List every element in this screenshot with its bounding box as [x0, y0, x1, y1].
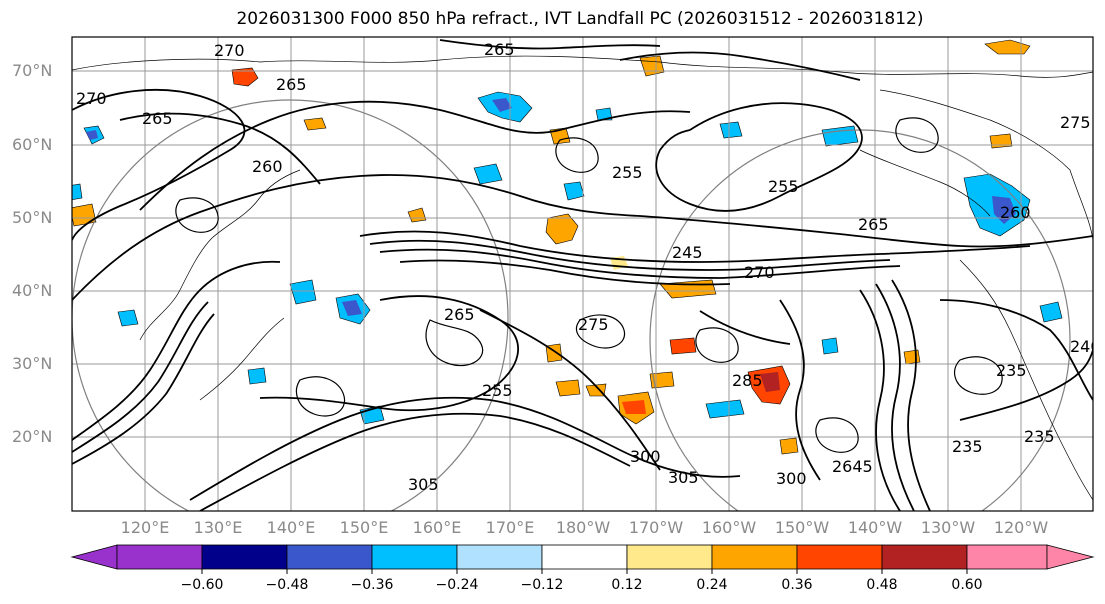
colorbar-tick-label: 0.60 — [951, 577, 983, 593]
lon-label: 180°W — [555, 518, 611, 537]
lon-label: 150°E — [339, 518, 389, 537]
colorbar-tick-label: 0.48 — [866, 577, 898, 593]
minor-contours — [175, 117, 1003, 453]
colorbar-tick-label: 0.24 — [696, 577, 728, 593]
colorbar-segment-min — [70, 544, 118, 570]
colorbar-segment-max — [1046, 544, 1095, 570]
contour-label: 260 — [252, 157, 283, 176]
contour-label: 265 — [444, 305, 475, 324]
contour-label: 235 — [1024, 427, 1055, 446]
map-title: 2026031300 F000 850 hPa refract., IVT La… — [236, 9, 924, 29]
graticule — [72, 37, 1093, 511]
contour-label: 255 — [768, 177, 799, 196]
lon-label: 160°W — [701, 518, 757, 537]
lon-label: 130°W — [920, 518, 976, 537]
coastlines — [72, 55, 1093, 501]
colorbar-tick-label: −0.12 — [520, 577, 564, 593]
lon-label: 120°E — [120, 518, 170, 537]
contour-label: 255 — [612, 163, 643, 182]
colorbar-tick-label: −0.48 — [265, 577, 309, 593]
contour-label: 270 — [214, 41, 245, 60]
lon-label: 120°W — [993, 518, 1049, 537]
contour-label: 265 — [142, 109, 173, 128]
colorbar-segment — [881, 544, 968, 570]
colorbar-segment — [286, 544, 373, 570]
colorbar-tick-label: 0.36 — [781, 577, 813, 593]
contour-label: 260 — [1000, 203, 1031, 222]
lat-label: 20°N — [12, 427, 53, 446]
colorbar-segment — [371, 544, 458, 570]
contour-label: 265 — [484, 40, 515, 59]
contour-label: 270 — [744, 263, 775, 282]
colorbar — [70, 544, 1095, 574]
contour-label: 300 — [630, 447, 661, 466]
lat-label: 50°N — [12, 208, 53, 227]
lon-label: 160°E — [412, 518, 462, 537]
lon-label: 130°E — [193, 518, 243, 537]
contour-label: 305 — [668, 468, 699, 487]
contour-label: 275 — [578, 315, 609, 334]
contour-label: 275 — [1060, 113, 1091, 132]
contour-label: 245 — [672, 243, 703, 262]
lat-label: 30°N — [12, 354, 53, 373]
colorbar-segment — [116, 544, 203, 570]
lat-label: 70°N — [12, 61, 53, 80]
colorbar-segment — [626, 544, 713, 570]
contour-label: 285 — [732, 371, 763, 390]
contour-label: 305 — [408, 475, 439, 494]
lon-label: 140°E — [266, 518, 316, 537]
lon-label: 170°W — [628, 518, 684, 537]
lon-label: 150°W — [774, 518, 830, 537]
lon-label: 140°W — [847, 518, 903, 537]
colorbar-segment — [711, 544, 798, 570]
contour-label: 270 — [76, 89, 107, 108]
colorbar-tick-label: −0.36 — [350, 577, 394, 593]
colorbar-segment — [966, 544, 1048, 570]
contour-lines — [72, 39, 1093, 511]
colorbar-tick-label: −0.24 — [435, 577, 479, 593]
colorbar-tick-label: −0.60 — [180, 577, 224, 593]
lat-label: 40°N — [12, 281, 53, 300]
contour-label-layer: 265 270 265 270 265 260 255 255 265 245 … — [76, 40, 1101, 494]
anomaly-fill-layer — [72, 39, 1063, 455]
contour-label: 2645 — [832, 457, 873, 476]
contour-label: 265 — [858, 215, 889, 234]
colorbar-segment — [456, 544, 543, 570]
colorbar-tick-label: 0.12 — [611, 577, 643, 593]
contour-label: 235 — [952, 437, 983, 456]
lon-label: 170°E — [485, 518, 535, 537]
colorbar-segment — [201, 544, 288, 570]
contour-label: 300 — [776, 469, 807, 488]
lat-label: 60°N — [12, 135, 53, 154]
contour-label: 240 — [1070, 337, 1101, 356]
colorbar-segment — [541, 544, 628, 570]
contour-label: 265 — [276, 75, 307, 94]
map-frame — [71, 36, 1094, 512]
colorbar-segment — [796, 544, 883, 570]
contour-label: 255 — [482, 381, 513, 400]
contour-label: 235 — [996, 361, 1027, 380]
